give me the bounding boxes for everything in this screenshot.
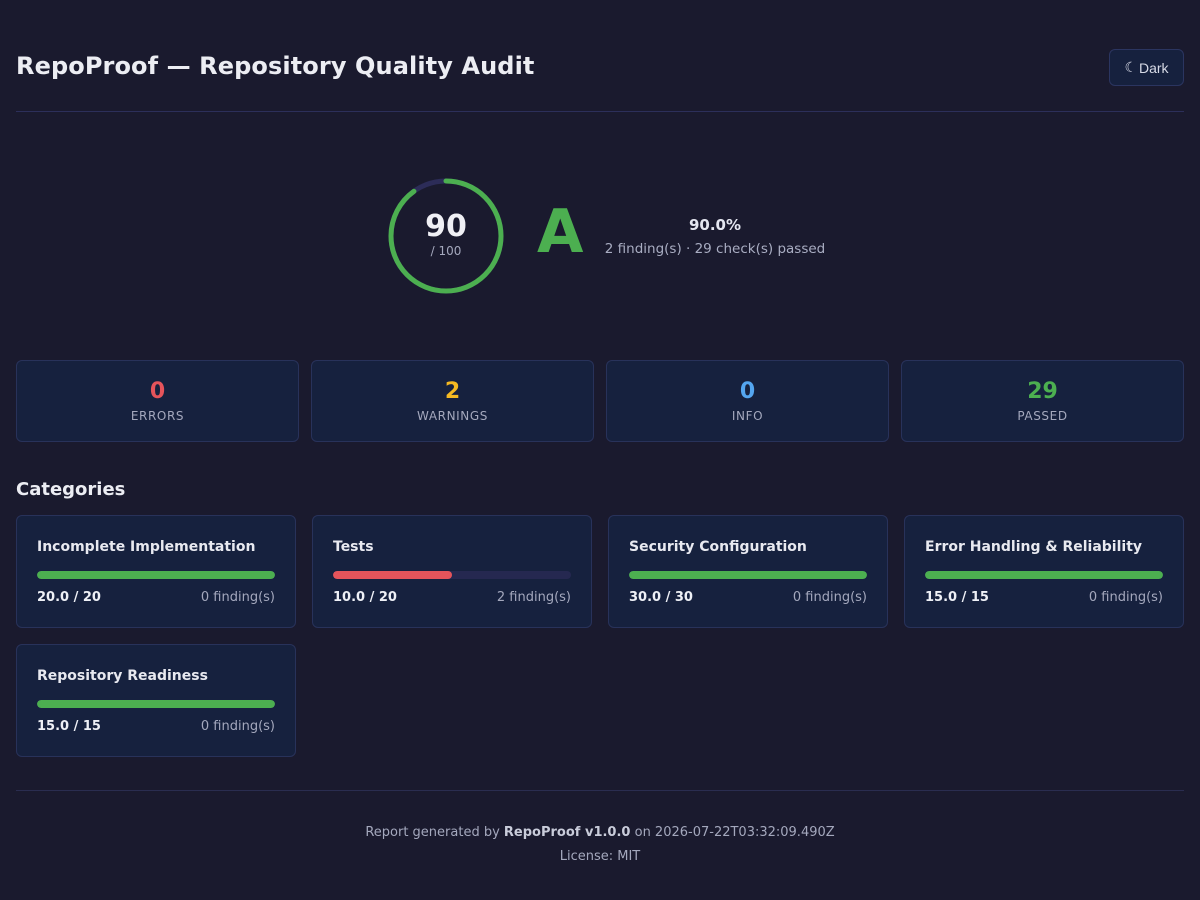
category-progress-fill: [37, 571, 275, 579]
moon-icon: ☾: [1124, 59, 1137, 75]
category-progress-fill: [333, 571, 452, 579]
category-score: 30.0 / 30: [629, 590, 693, 605]
category-findings: 0 finding(s): [200, 719, 275, 734]
category-name: Incomplete Implementation: [37, 539, 256, 555]
category-score: 10.0 / 20: [333, 590, 397, 605]
footer-timestamp: on 2026-07-22T03:32:09.490Z: [634, 825, 835, 840]
category-findings: 2 finding(s): [496, 590, 571, 605]
theme-toggle-label: Dark: [1139, 59, 1169, 76]
footer-tool: RepoProof v1.0.0: [503, 825, 631, 840]
stats-row: 0 ERRORS 2 WARNINGS 0 INFO 29 PASSED: [16, 360, 1184, 442]
category-progress-bar: [629, 571, 867, 579]
score-summary: 2 finding(s) · 29 check(s) passed: [604, 241, 826, 257]
category-name: Tests: [333, 539, 374, 555]
category-progress-fill: [629, 571, 867, 579]
category-score: 15.0 / 15: [925, 590, 989, 605]
score-ring-graphic: [388, 178, 504, 294]
stat-label: INFO: [731, 409, 764, 423]
category-card-tests: Tests 10.0 / 20 2 finding(s): [312, 515, 592, 628]
score-ring: 90 / 100: [387, 177, 505, 295]
page-title: RepoProof — Repository Quality Audit: [16, 52, 535, 80]
category-card-repository-readiness: Repository Readiness 15.0 / 15 0 finding…: [16, 644, 296, 757]
category-findings: 0 finding(s): [1088, 590, 1163, 605]
category-findings: 0 finding(s): [792, 590, 867, 605]
stat-label: ERRORS: [130, 409, 185, 423]
score-percent: 90.0%: [688, 216, 742, 234]
category-progress-bar: [925, 571, 1163, 579]
category-progress-bar: [37, 700, 275, 708]
category-name: Security Configuration: [629, 539, 807, 555]
category-findings: 0 finding(s): [200, 590, 275, 605]
theme-toggle-button[interactable]: ☾ Dark: [1109, 49, 1184, 86]
stat-value: 2: [444, 379, 461, 404]
score-ring-fill: [388, 178, 504, 294]
stat-card-warnings: 2 WARNINGS: [311, 360, 594, 442]
stat-value: 0: [739, 379, 756, 404]
footer-license: License: MIT: [559, 849, 641, 864]
score-max: / 100: [430, 244, 462, 258]
footer-prefix: Report generated by: [365, 825, 500, 840]
stat-card-passed: 29 PASSED: [901, 360, 1184, 442]
grade-letter: A: [537, 197, 584, 267]
category-score: 20.0 / 20: [37, 590, 101, 605]
categories-heading: Categories: [16, 479, 126, 500]
stat-card-info: 0 INFO: [606, 360, 889, 442]
category-progress-fill: [925, 571, 1163, 579]
category-progress-bar: [37, 571, 275, 579]
stat-value: 29: [1027, 379, 1058, 404]
category-progress-fill: [37, 700, 275, 708]
footer-generated: Report generated by RepoProof v1.0.0 on …: [0, 825, 1200, 840]
stat-card-errors: 0 ERRORS: [16, 360, 299, 442]
category-score: 15.0 / 15: [37, 719, 101, 734]
category-progress-bar: [333, 571, 571, 579]
category-name: Repository Readiness: [37, 668, 208, 684]
category-card-incomplete-implementation: Incomplete Implementation 20.0 / 20 0 fi…: [16, 515, 296, 628]
category-card-security-configuration: Security Configuration 30.0 / 30 0 findi…: [608, 515, 888, 628]
category-card-error-handling: Error Handling & Reliability 15.0 / 15 0…: [904, 515, 1184, 628]
stat-value: 0: [149, 379, 166, 404]
stat-label: WARNINGS: [417, 409, 488, 423]
score-value: 90: [425, 209, 467, 244]
category-name: Error Handling & Reliability: [925, 539, 1143, 555]
footer-divider: [16, 790, 1184, 791]
stat-label: PASSED: [1017, 409, 1068, 423]
page-header: RepoProof — Repository Quality Audit ☾ D…: [16, 0, 1184, 112]
